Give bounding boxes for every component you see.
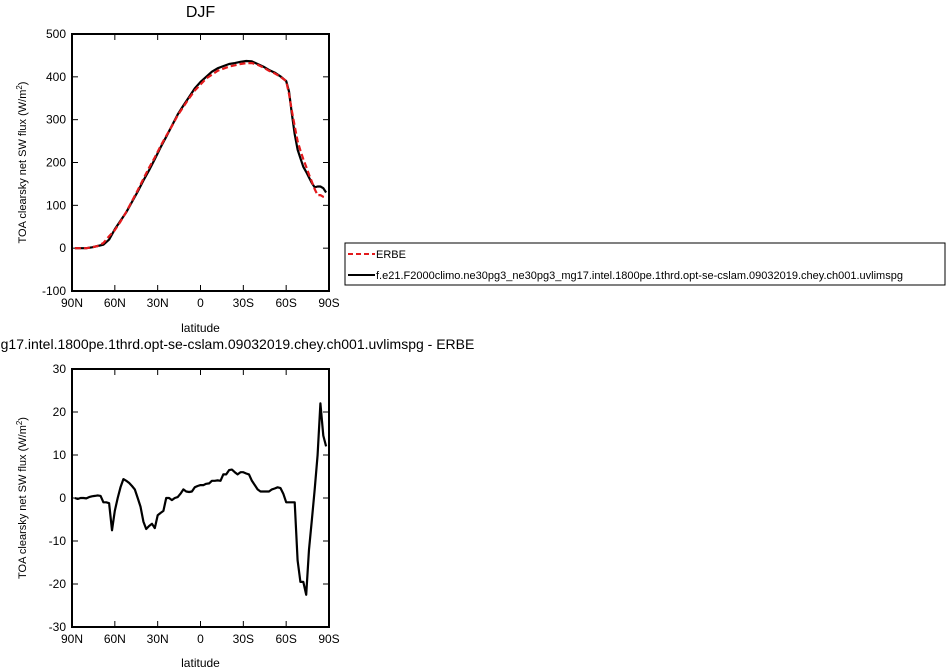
x-tick-label: 30S	[233, 632, 254, 646]
x-tick-label: 0	[197, 632, 204, 646]
series-line-model	[74, 59, 328, 250]
y-axis-label-main: TOA clearsky net SW flux (W/m	[17, 90, 29, 244]
x-tick-label: 60N	[104, 296, 126, 310]
panel-bottom: ne30pg3_mg17.intel.1800pe.1thrd.opt-se-c…	[0, 336, 474, 670]
y-tick-label: 20	[53, 405, 67, 419]
y-tick-label: 400	[46, 70, 66, 84]
legend-label-erbe: ERBE	[376, 249, 406, 261]
legend-label-model: f.e21.F2000climo.ne30pg3_ne30pg3_mg17.in…	[376, 270, 903, 282]
x-tick-label: 0	[197, 296, 204, 310]
y-tick-label: -100	[42, 284, 66, 298]
x-tick-label: 90N	[61, 296, 83, 310]
y-axis: -30 -20 -10 0 10 20 30	[49, 362, 329, 634]
x-tick-label: 30N	[147, 296, 169, 310]
y-tick-label: -30	[49, 620, 67, 634]
y-axis-label: TOA clearsky net SW flux (W/m2)	[15, 82, 29, 244]
y-axis-label-sup: 2	[15, 85, 24, 90]
series-group	[74, 402, 328, 596]
y-tick-label: -20	[49, 577, 67, 591]
plot-frame	[71, 368, 330, 628]
y-tick-label: 200	[46, 156, 66, 170]
x-tick-label: 60N	[104, 632, 126, 646]
x-tick-label: 90N	[61, 632, 83, 646]
x-tick-label: 30S	[233, 296, 254, 310]
chart-title: ne30pg3_mg17.intel.1800pe.1thrd.opt-se-c…	[0, 336, 474, 352]
y-axis-label-sup: 2	[15, 420, 24, 425]
y-tick-label: -10	[49, 534, 67, 548]
y-tick-label: 0	[59, 491, 66, 505]
legend-box	[344, 242, 946, 286]
x-axis-label: latitude	[181, 321, 220, 335]
x-tick-label: 30N	[147, 632, 169, 646]
y-tick-label: 100	[46, 198, 66, 212]
y-tick-label: 10	[53, 448, 67, 462]
legend: ERBE f.e21.F2000climo.ne30pg3_ne30pg3_mg…	[344, 242, 946, 286]
series-group	[74, 59, 328, 250]
y-axis-label: TOA clearsky net SW flux (W/m2)	[15, 417, 29, 579]
panel-top: DJF -100 0 100 200 300 400 500 90N 60N 30N 0 30S 60…	[15, 4, 340, 335]
chart-title: DJF	[186, 4, 216, 21]
y-tick-label: 0	[59, 241, 66, 255]
y-axis-label-main: TOA clearsky net SW flux (W/m	[17, 425, 29, 579]
x-tick-label: 90S	[318, 296, 339, 310]
y-tick-label: 30	[53, 362, 67, 376]
x-axis: 90N 60N 30N 0 30S 60S 90S	[61, 369, 340, 646]
y-tick-label: 500	[46, 27, 66, 41]
x-tick-label: 60S	[275, 632, 296, 646]
x-axis: 90N 60N 30N 0 30S 60S 90S	[61, 34, 340, 310]
series-line-difference	[74, 402, 328, 596]
series-line-erbe	[74, 61, 327, 250]
y-tick-label: 300	[46, 113, 66, 127]
plot-frame	[71, 33, 330, 292]
y-axis-label-tail: )	[17, 417, 29, 421]
y-axis: -100 0 100 200 300 400 500	[42, 27, 329, 298]
x-tick-label: 90S	[318, 632, 339, 646]
y-axis-label-tail: )	[17, 82, 29, 86]
x-tick-label: 60S	[275, 296, 296, 310]
x-axis-label: latitude	[181, 656, 220, 670]
